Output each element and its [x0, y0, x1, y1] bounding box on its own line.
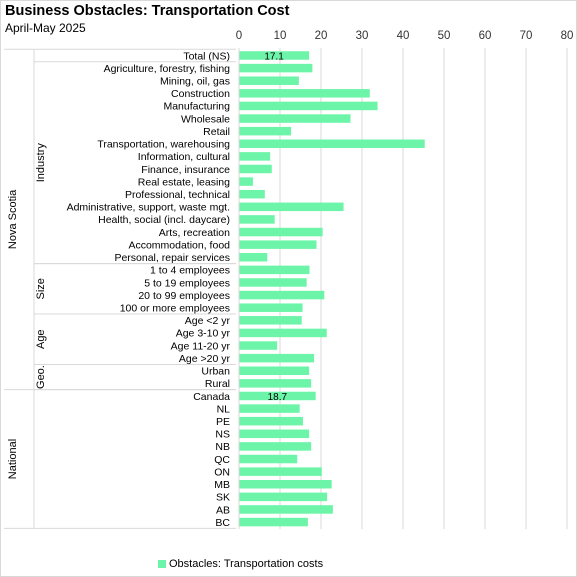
bar: [239, 517, 308, 527]
category-label: Construction: [171, 88, 230, 100]
bar: [239, 164, 272, 174]
category-label: Age 3-10 yr: [176, 328, 231, 340]
bar: [239, 76, 299, 85]
legend: Obstacles: Transportation costs: [158, 558, 323, 570]
bar: [239, 442, 312, 451]
bar: [239, 152, 271, 161]
bar: [239, 101, 378, 111]
bar: [239, 391, 316, 401]
legend-label: Obstacles: Transportation costs: [169, 558, 324, 570]
data-label: 18.7: [268, 392, 288, 403]
category-label: ON: [214, 466, 230, 478]
category-label: AB: [216, 504, 230, 516]
category-label: MB: [214, 479, 230, 491]
x-tick-label: 20: [315, 30, 328, 42]
category-label: Agriculture, forestry, fishing: [104, 63, 231, 75]
x-tick-label: 10: [274, 30, 287, 42]
category-label: Real estate, leasing: [138, 176, 230, 188]
category-label: 1 to 4 employees: [150, 265, 230, 277]
bar: [239, 454, 298, 464]
subgroup-label: Industry: [35, 143, 47, 183]
bar: [239, 278, 307, 287]
category-label: Rural: [205, 378, 230, 390]
category-label: PE: [216, 416, 230, 428]
x-tick-label: 50: [438, 30, 451, 42]
bar: [239, 189, 265, 199]
chart-subtitle: April-May 2025: [5, 21, 86, 35]
category-label: Mining, oil, gas: [160, 76, 230, 88]
bar: [239, 114, 351, 123]
group-label: National: [7, 439, 19, 479]
category-label: Canada: [193, 391, 230, 403]
bar: [239, 303, 303, 312]
bar: [239, 328, 327, 338]
bar: [239, 215, 275, 224]
category-label: 5 to 19 employees: [144, 277, 230, 289]
bar: [239, 492, 328, 502]
chart-title: Business Obstacles: Transportation Cost: [5, 3, 290, 19]
category-label: NL: [217, 403, 231, 415]
bar: [239, 227, 323, 237]
subgroup-label: Age: [35, 329, 47, 349]
category-label: 100 or more employees: [120, 303, 230, 315]
subgroup-label: Size: [35, 278, 47, 299]
category-label: Retail: [203, 126, 230, 138]
category-label: Urban: [201, 366, 230, 378]
bar: [239, 429, 310, 439]
category-label: Age 11-20 yr: [171, 340, 231, 352]
category-label: Personal, repair services: [114, 252, 230, 264]
category-label: Total (NS): [183, 50, 230, 62]
category-label: Administrative, support, waste mgt.: [67, 202, 230, 214]
category-label: Professional, technical: [125, 189, 230, 201]
bar: [239, 353, 315, 363]
category-label: BC: [215, 517, 230, 529]
category-label: Finance, insurance: [141, 164, 230, 176]
category-label: Arts, recreation: [159, 227, 230, 239]
bar: [239, 290, 325, 300]
x-tick-label: 0: [236, 30, 242, 42]
bar: [239, 316, 302, 325]
bar: [239, 467, 322, 476]
bar: [239, 51, 310, 60]
legend-swatch: [158, 560, 166, 569]
data-label: 17.1: [264, 51, 284, 62]
category-label: 20 to 99 employees: [138, 290, 230, 302]
bar: [239, 341, 278, 350]
group-label: Nova Scotia: [7, 189, 19, 249]
subgroup-label: Geo.: [35, 365, 47, 389]
category-label: Age <2 yr: [185, 315, 231, 327]
bar: [239, 404, 300, 413]
x-tick-label: 30: [356, 30, 369, 42]
category-label: Age >20 yr: [179, 353, 231, 365]
category-label: NS: [215, 429, 230, 441]
bar: [239, 479, 332, 489]
bar: [239, 139, 425, 149]
category-label: SK: [216, 492, 230, 504]
bar: [239, 63, 313, 73]
x-tick-label: 70: [520, 30, 533, 42]
category-label: Manufacturing: [163, 101, 230, 113]
category-label: Information, cultural: [138, 151, 230, 163]
bar: [239, 177, 253, 186]
bar: [239, 89, 370, 98]
category-label: Wholesale: [181, 113, 230, 125]
category-label: QC: [214, 454, 230, 466]
bar: [239, 240, 317, 249]
x-tick-label: 60: [479, 30, 492, 42]
category-label: Accommodation, food: [128, 239, 230, 251]
category-label: Transportation, warehousing: [97, 139, 230, 151]
bar: [239, 379, 312, 388]
x-tick-label: 80: [561, 30, 574, 42]
bar: [239, 265, 310, 275]
bar: [239, 416, 303, 426]
category-label: NB: [215, 441, 230, 453]
bar: [239, 253, 268, 262]
bar: [239, 126, 292, 136]
bar: [239, 505, 333, 514]
bar: [239, 202, 344, 212]
x-tick-label: 40: [397, 30, 410, 42]
bar: [239, 366, 310, 375]
category-label: Health, social (incl. daycare): [98, 214, 230, 226]
